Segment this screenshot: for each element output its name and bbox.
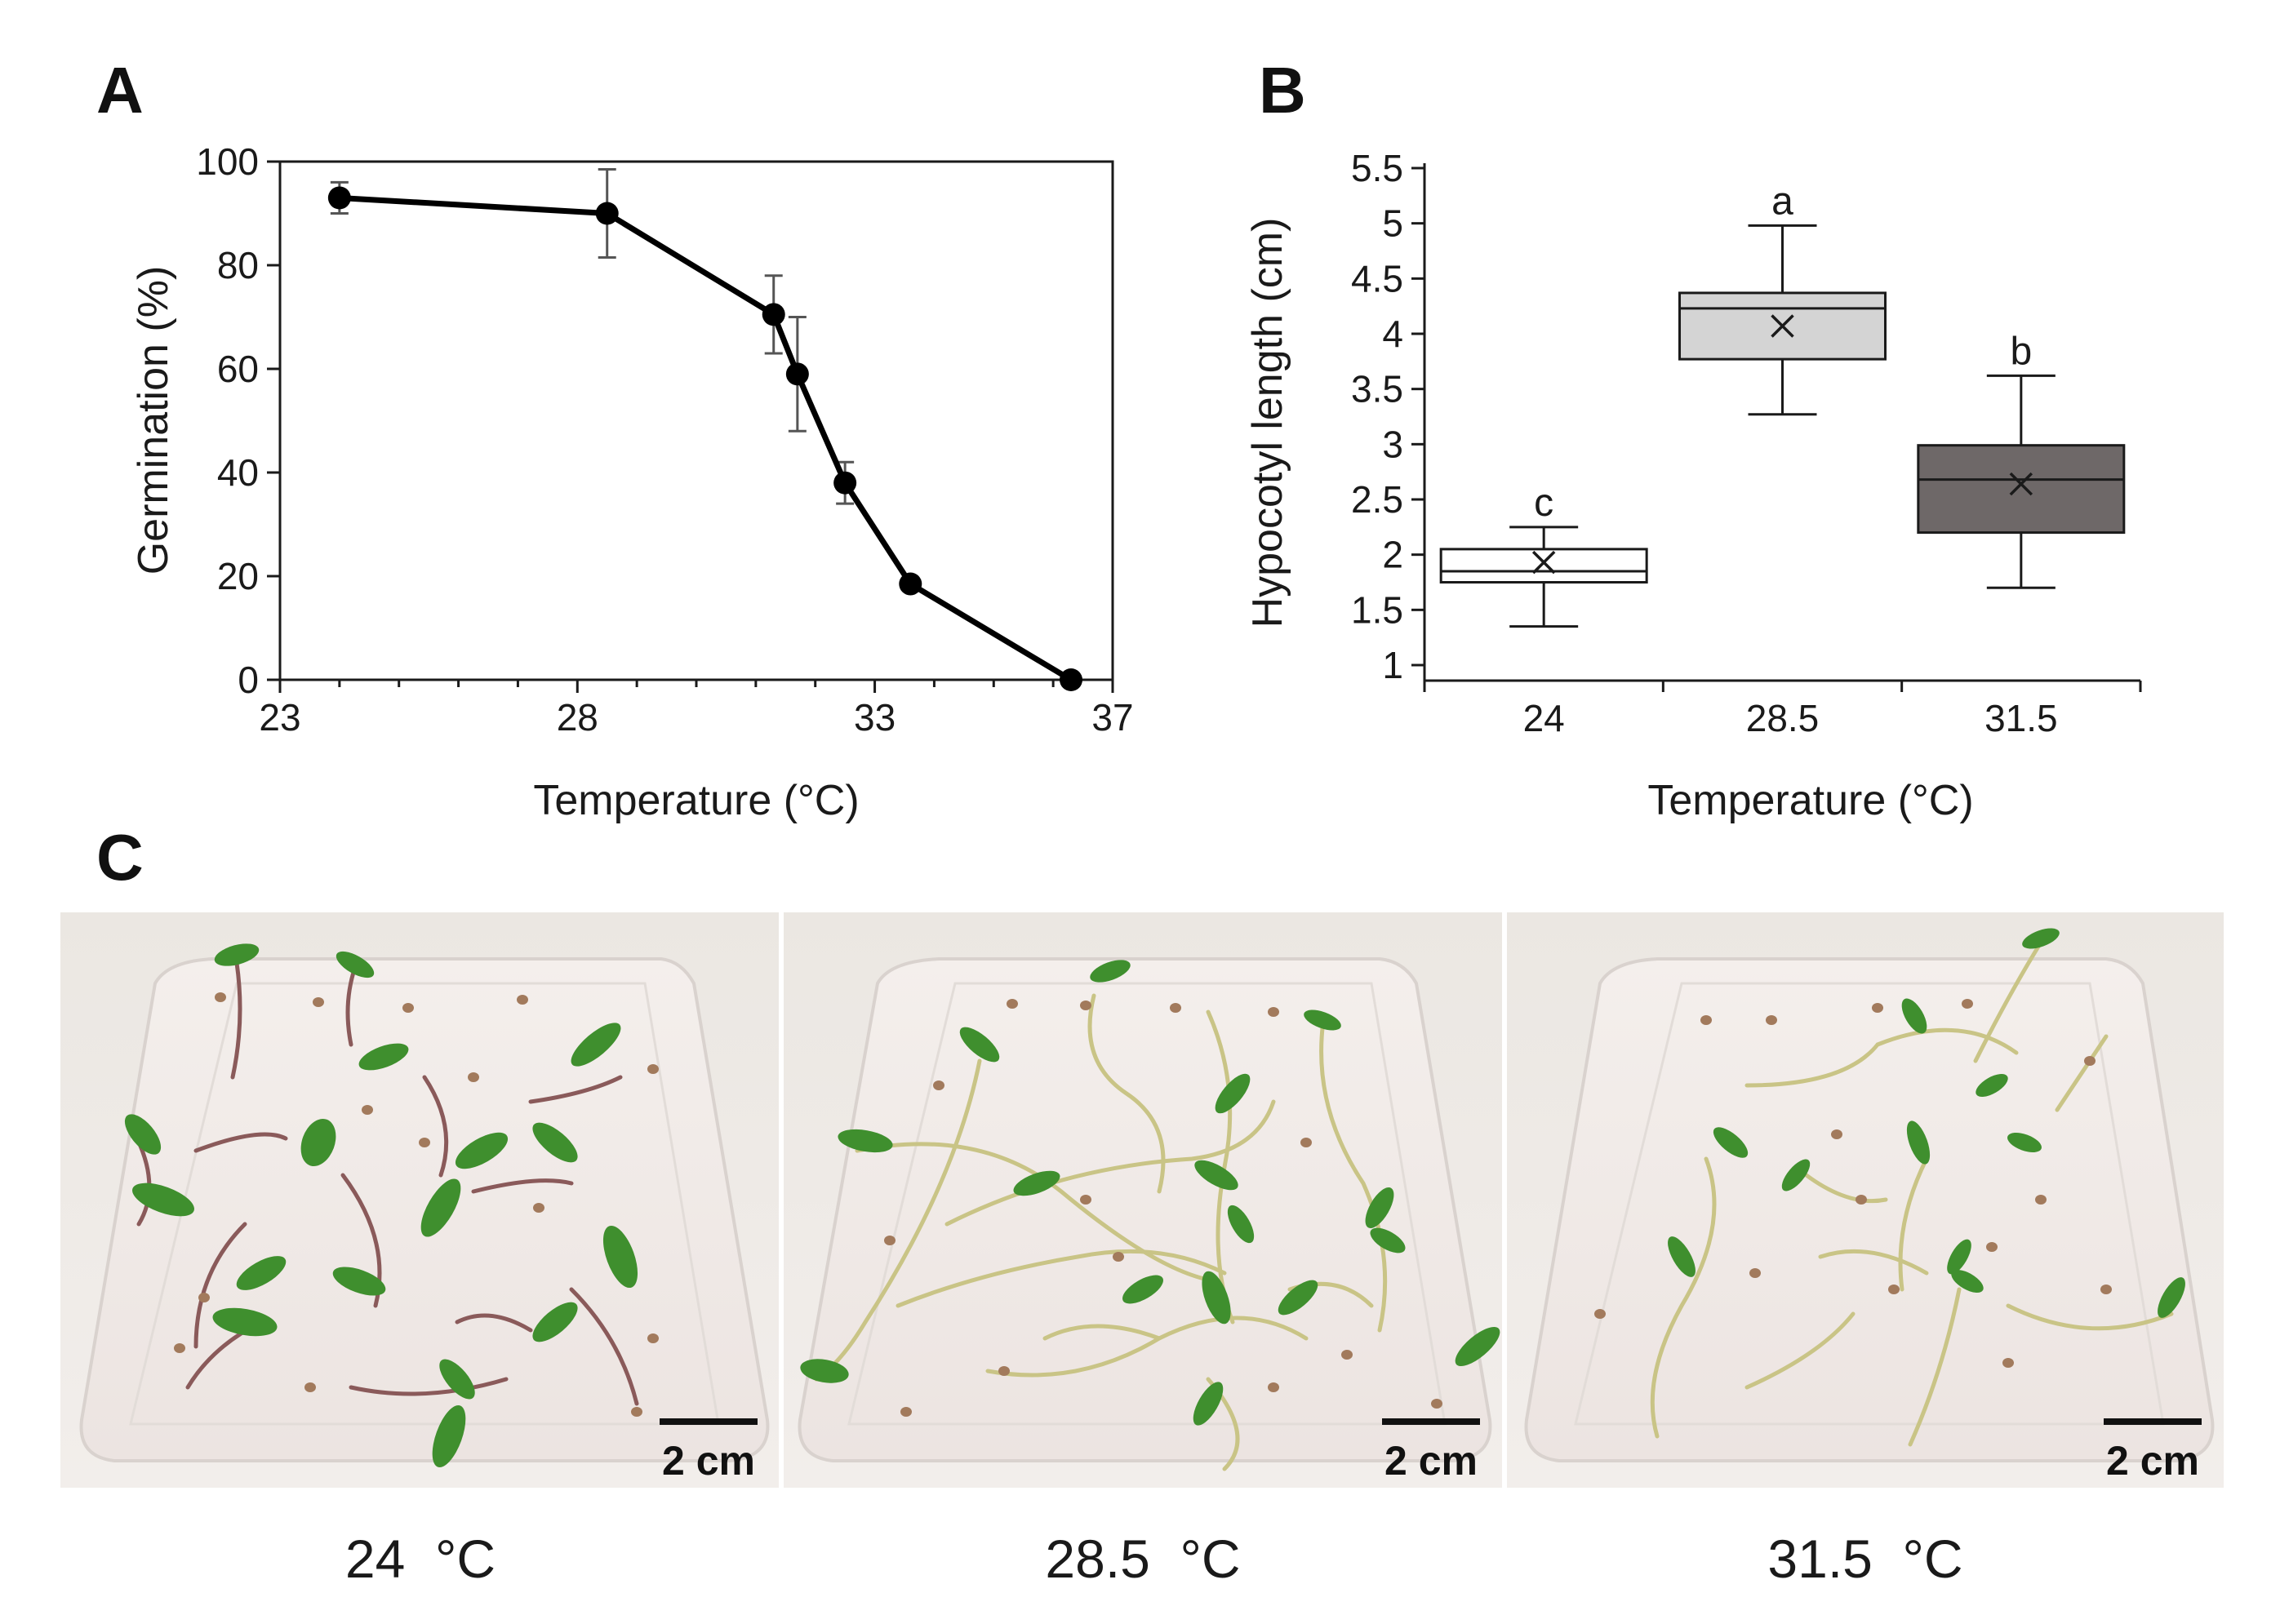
- chart-a-y-tick-label: 100: [196, 140, 259, 183]
- chart-b-x-tick-label: 24: [1523, 697, 1565, 739]
- box-mean-marker: [1531, 550, 1556, 575]
- chart-a-x-axis-title: Temperature (°C): [533, 777, 859, 824]
- chart-b-y-tick-label: 2: [1382, 534, 1403, 576]
- chart-a-frame: [278, 160, 1114, 681]
- chart-a-x-tick-label: 37: [1091, 696, 1133, 739]
- chart-b-y-tick-label: 4: [1382, 313, 1403, 355]
- chart-a-y-tick-label: 80: [217, 244, 259, 286]
- chart-b-y-tick-label: 3: [1382, 423, 1403, 465]
- box-significance-letter: b: [2010, 330, 2032, 373]
- chart-b-y-tick-label: 2.5: [1351, 478, 1403, 521]
- tray-31-5: [1524, 957, 2215, 1462]
- box-significance-letter: a: [1771, 180, 1793, 223]
- box-iqr: [1917, 444, 2126, 535]
- chart-a-y-axis-title: Germination (%): [130, 266, 177, 575]
- scale-bar-label-31-5: 2 cm: [2106, 1438, 2199, 1484]
- seeds-28-5: [884, 999, 1442, 1417]
- chart-a-y-tick-label: 0: [238, 659, 259, 701]
- box-mean-marker: [1771, 314, 1794, 338]
- leaves-28-5: [800, 960, 1500, 1426]
- chart-b-x-tick-label: 31.5: [1984, 697, 2058, 739]
- panel-c-label: C: [96, 821, 144, 894]
- box-iqr: [1439, 548, 1648, 584]
- germination-series-line: [339, 194, 1073, 683]
- chart-a-y-tick-label: 20: [217, 555, 259, 597]
- germination-data-point: [899, 572, 922, 596]
- leaves-31-5: [1668, 928, 2185, 1318]
- germination-data-point: [785, 362, 809, 386]
- box-iqr: [1678, 291, 1887, 361]
- chart-a-y-tick-label: 60: [217, 348, 259, 390]
- seeds-24: [174, 992, 659, 1417]
- seeds-31-5: [1594, 999, 2112, 1368]
- germination-data-point: [1060, 668, 1082, 691]
- seedlings-31-5: [1650, 940, 2174, 1447]
- chart-b-y-tick-label: 5.5: [1351, 147, 1403, 189]
- panel-b-label: B: [1259, 54, 1306, 126]
- chart-a-x-tick-label: 23: [259, 696, 300, 739]
- leaves-24: [124, 943, 638, 1467]
- chart-a-x-tick-label: 28: [557, 696, 598, 739]
- chart-b-x-axis-title: Temperature (°C): [1647, 777, 1973, 824]
- photo-caption-24: 24 °C: [345, 1529, 496, 1589]
- photo-31-5: 2 cm: [1507, 912, 2224, 1488]
- chart-a-x-tick-label: 33: [854, 696, 896, 739]
- box-mean-marker: [2009, 472, 2033, 496]
- panel-a-label: A: [96, 54, 144, 126]
- box-24: c: [1439, 481, 1648, 628]
- chart-b-y-tick-label: 1: [1382, 644, 1403, 686]
- chart-b-y-axis-title: Hypocotyl length (cm): [1244, 218, 1291, 628]
- seedling-photos: 2 cm: [60, 912, 2224, 1589]
- box-31-5: b: [1917, 330, 2126, 589]
- chart-b-x-tick-label: 28.5: [1746, 697, 1820, 739]
- photo-caption-31-5: 31.5 °C: [1767, 1529, 1962, 1589]
- chart-b-y-tick-label: 5: [1382, 202, 1403, 245]
- germination-data-point: [762, 303, 785, 326]
- chart-b-y-tick-label: 3.5: [1351, 368, 1403, 410]
- germination-data-point: [595, 202, 619, 225]
- germination-chart: 0 20 40 60 80 100 23 28 33 37 Temperature (°C) Ge…: [130, 140, 1134, 824]
- germination-data-point: [327, 186, 351, 210]
- box-significance-letter: c: [1534, 481, 1553, 525]
- chart-a-y-tick-label: 40: [217, 451, 259, 494]
- chart-b-y-tick-label: 4.5: [1351, 257, 1403, 300]
- box-28-5: a: [1678, 180, 1887, 416]
- germination-data-point: [833, 471, 857, 495]
- photo-caption-28-5: 28.5 °C: [1045, 1529, 1240, 1589]
- photo-28-5: 2 cm: [784, 912, 1502, 1488]
- scale-bar-label-24: 2 cm: [662, 1438, 755, 1484]
- hypocotyl-boxplot: 1 1.5 2 2.5 3 3.5 4 4.5 5 5.5 24 28.5 31.5 c a b Tempe…: [1244, 147, 2142, 824]
- photo-24: 2 cm: [60, 912, 779, 1488]
- seedlings-28-5: [814, 993, 1388, 1471]
- scale-bar-label-28-5: 2 cm: [1384, 1438, 1478, 1484]
- chart-b-y-tick-label: 1.5: [1351, 588, 1403, 631]
